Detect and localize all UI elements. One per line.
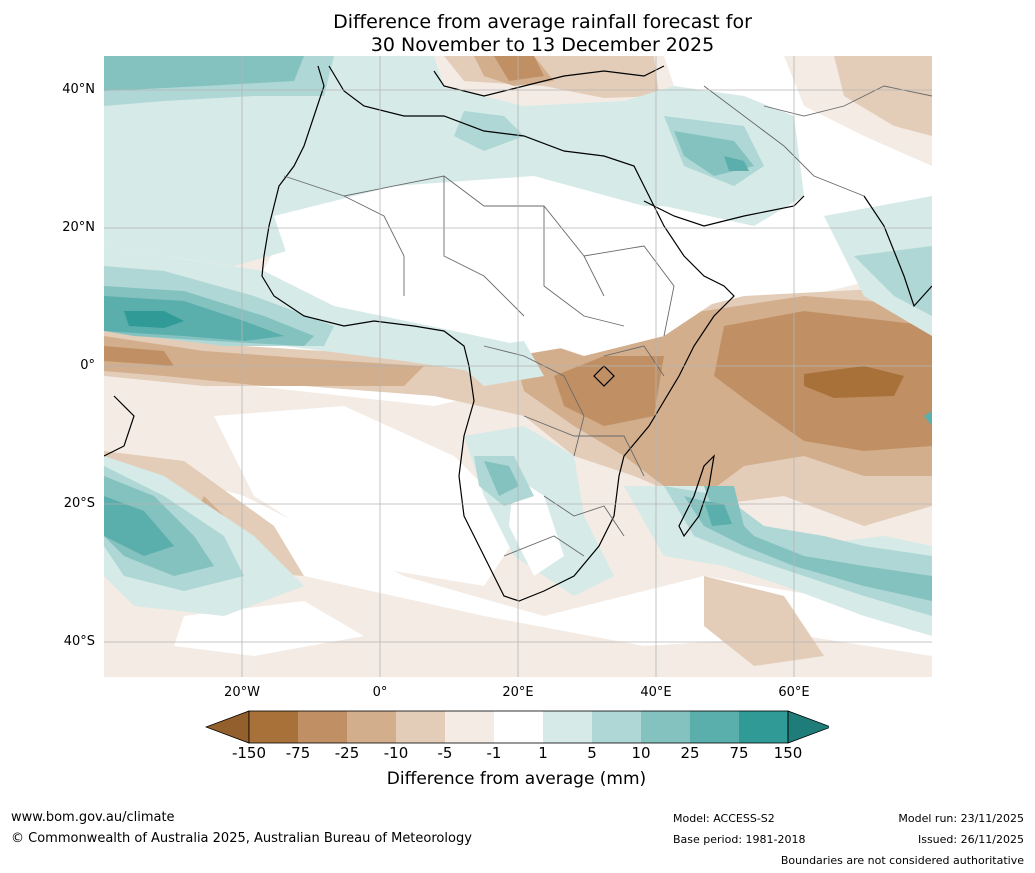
boundaries-disclaimer: Boundaries are not considered authoritat…	[780, 854, 1024, 867]
colorbar-segment	[494, 711, 543, 743]
colorbar-over-arrow	[787, 710, 829, 744]
base-period: Base period: 1981-2018	[673, 833, 806, 846]
rainfall-anomaly-map	[104, 56, 932, 677]
colorbar-tick-label: -10	[383, 744, 409, 762]
colorbar-tick-label: -25	[334, 744, 360, 762]
lat-label-0: 0°	[80, 358, 95, 373]
colorbar-tick-label: 5	[587, 744, 597, 762]
country-borders	[283, 85, 932, 557]
issued-date: Issued: 26/11/2025	[917, 833, 1024, 846]
colorbar	[205, 710, 829, 744]
lat-label-20s: 20°S	[63, 496, 95, 511]
colorbar-under-arrow	[205, 710, 250, 744]
website-link[interactable]: www.bom.gov.au/climate	[11, 810, 175, 825]
colorbar-segment	[543, 711, 592, 743]
anomaly-extremely-wet	[124, 311, 184, 328]
lat-label-20n: 20°N	[62, 220, 95, 235]
colorbar-frame	[248, 710, 789, 744]
chart-title-line2: 30 November to 13 December 2025	[370, 34, 715, 56]
graticule	[104, 56, 932, 677]
lon-label-40e: 40°E	[640, 685, 672, 700]
colorbar-segment	[592, 711, 641, 743]
colorbar-tick-label: -75	[285, 744, 311, 762]
lon-label-60e: 60°E	[778, 685, 810, 700]
lat-label-40s: 40°S	[63, 634, 95, 649]
lon-label-20w: 20°W	[224, 685, 260, 700]
colorbar-segment	[690, 711, 739, 743]
colorbar-segment	[396, 711, 445, 743]
colorbar-tick-label: 150	[773, 744, 803, 762]
colorbar-tick-label: -150	[231, 744, 267, 762]
anomaly-extremely-dry	[804, 366, 904, 398]
colorbar-segment	[739, 711, 788, 743]
colorbar-segment	[298, 711, 347, 743]
lon-label-20e: 20°E	[502, 685, 534, 700]
colorbar-segment	[249, 711, 298, 743]
model-name: Model: ACCESS-S2	[673, 812, 775, 825]
copyright-text: © Commonwealth of Australia 2025, Austra…	[11, 831, 472, 846]
colorbar-segment	[445, 711, 494, 743]
colorbar-segment	[347, 711, 396, 743]
lon-label-0: 0°	[372, 685, 388, 700]
colorbar-tick-label: 75	[729, 744, 749, 762]
colorbar-tick-label: -1	[486, 744, 502, 762]
colorbar-tick-label: 25	[680, 744, 700, 762]
model-run-date: Model run: 23/11/2025	[898, 812, 1024, 825]
anomaly-very-wet	[104, 156, 932, 556]
colorbar-tick-label: 10	[631, 744, 651, 762]
coastline	[104, 65, 932, 602]
lat-label-40n: 40°N	[62, 82, 95, 97]
colorbar-tick-label: 1	[538, 744, 548, 762]
chart-title-line1: Difference from average rainfall forecas…	[333, 11, 752, 33]
colorbar-segment	[641, 711, 690, 743]
colorbar-label: Difference from average (mm)	[386, 769, 647, 789]
colorbar-tick-label: -5	[437, 744, 453, 762]
